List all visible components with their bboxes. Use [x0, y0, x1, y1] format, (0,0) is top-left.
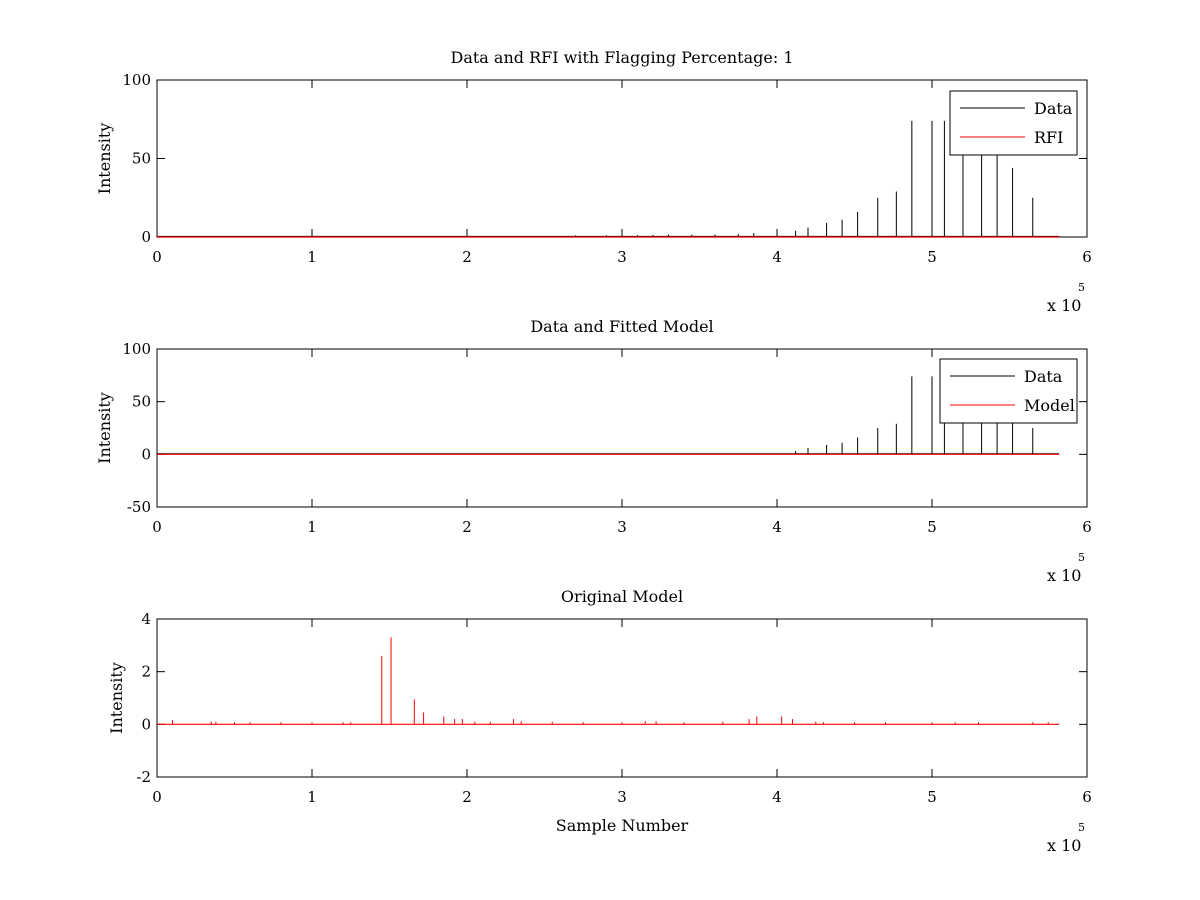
x-tick-label: 1: [307, 788, 317, 806]
x-tick-label: 4: [772, 248, 782, 266]
y-tick-label: 50: [132, 150, 151, 168]
legend-entry-label: Data: [1024, 367, 1063, 386]
x-tick-label: 0: [152, 788, 162, 806]
y-tick-label: -50: [127, 498, 151, 516]
chart-title-1: Data and RFI with Flagging Percentage: 1: [450, 48, 793, 67]
x-tick-label: 6: [1082, 248, 1092, 266]
y-tick-label: 4: [141, 610, 151, 628]
x-tick-label: 1: [307, 518, 317, 536]
axes-box-3: [156, 618, 1088, 778]
legend-box-2: [939, 358, 1078, 424]
y-tick-label: 100: [122, 71, 151, 89]
x-tick-label: 5: [927, 248, 937, 266]
y-tick-label: 0: [141, 715, 151, 733]
x-tick-label: 2: [462, 248, 472, 266]
x-exponent-power: 5: [1078, 821, 1085, 834]
y-axis-label-2: Intensity: [95, 392, 114, 464]
x-exponent-label: x 10: [1047, 566, 1081, 585]
x-axis-label-3: Sample Number: [556, 816, 689, 835]
x-exponent-power: 5: [1078, 551, 1085, 564]
x-exponent-power: 5: [1078, 281, 1085, 294]
x-tick-label: 1: [307, 248, 317, 266]
legend-entry-label: Model: [1024, 396, 1075, 415]
y-tick-label: 100: [122, 340, 151, 358]
y-axis-label-3: Intensity: [107, 662, 126, 734]
y-tick-label: 50: [132, 393, 151, 411]
axes-box-1: [156, 79, 1088, 238]
legend-entry-label: RFI: [1034, 128, 1063, 147]
x-exponent-label: x 10: [1047, 296, 1081, 315]
x-tick-label: 2: [462, 788, 472, 806]
x-tick-label: 4: [772, 518, 782, 536]
x-tick-label: 5: [927, 518, 937, 536]
x-tick-label: 2: [462, 518, 472, 536]
legend-box-1: [949, 90, 1078, 156]
x-exponent-label: x 10: [1047, 836, 1081, 855]
x-tick-label: 5: [927, 788, 937, 806]
x-tick-label: 0: [152, 518, 162, 536]
x-tick-label: 3: [617, 788, 627, 806]
y-tick-label: -2: [136, 768, 151, 786]
legend-entry-label: Data: [1034, 99, 1073, 118]
x-tick-label: 3: [617, 248, 627, 266]
y-tick-label: 2: [141, 663, 151, 681]
y-axis-label-1: Intensity: [95, 123, 114, 195]
chart-title-2: Data and Fitted Model: [530, 317, 713, 336]
y-tick-label: 0: [141, 228, 151, 246]
x-tick-label: 3: [617, 518, 627, 536]
x-tick-label: 0: [152, 248, 162, 266]
x-tick-label: 6: [1082, 518, 1092, 536]
chart-title-3: Original Model: [561, 587, 683, 606]
y-tick-label: 0: [141, 445, 151, 463]
x-tick-label: 4: [772, 788, 782, 806]
x-tick-label: 6: [1082, 788, 1092, 806]
